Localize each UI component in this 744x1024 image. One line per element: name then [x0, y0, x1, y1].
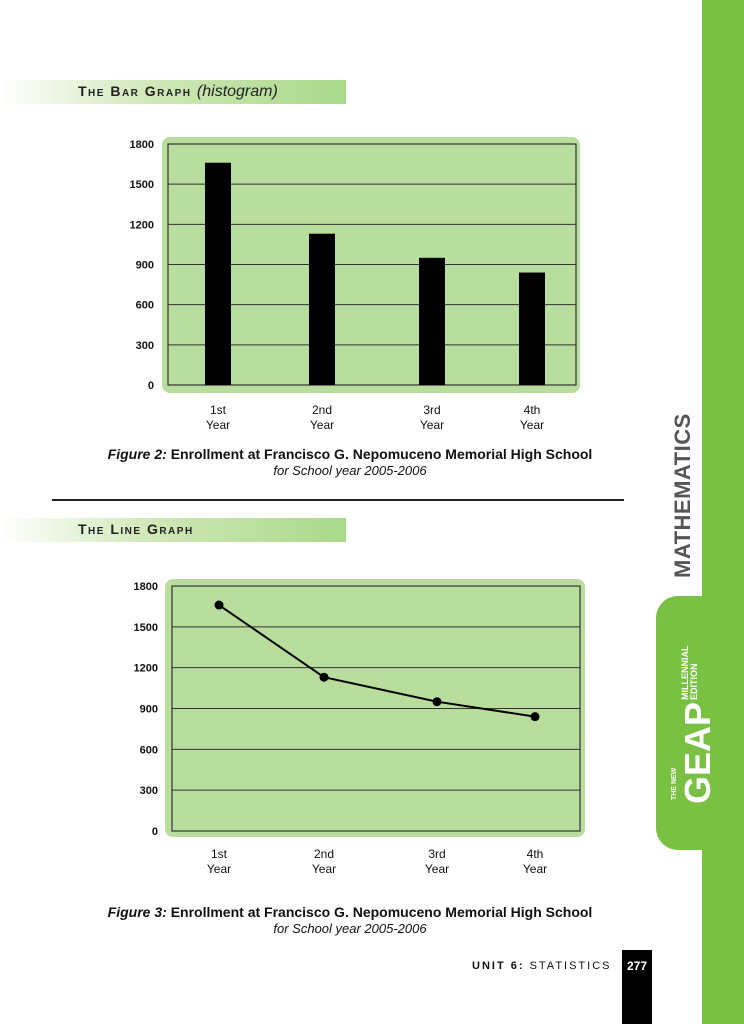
x-tick-label: Year [523, 862, 547, 876]
sidebar-green-strip [702, 0, 744, 1024]
y-tick-label: 600 [140, 744, 158, 756]
x-tick-label: 1st [211, 847, 228, 861]
y-tick-label: 900 [136, 260, 154, 272]
x-tick-label: 3rd [428, 847, 445, 861]
x-tick-label: Year [520, 418, 544, 432]
y-tick-label: 600 [136, 300, 154, 312]
figure-2-caption: Figure 2: Enrollment at Francisco G. Nep… [0, 446, 700, 478]
bar-graph-title-paren: (histogram) [196, 83, 278, 100]
line-graph-section-title: The Line Graph [78, 521, 194, 537]
y-tick-label: 300 [140, 785, 158, 797]
footer-unit-label: UNIT 6: STATISTICS [472, 960, 612, 972]
x-tick-label: Year [310, 418, 334, 432]
figure-3-subtitle: for School year 2005-2006 [273, 921, 427, 936]
x-tick-label: 4th [527, 847, 544, 861]
footer-unit-name: STATISTICS [529, 960, 612, 972]
x-tick-label: Year [425, 862, 449, 876]
x-tick-label: 3rd [423, 403, 440, 417]
x-tick-label: Year [420, 418, 444, 432]
x-tick-label: 1st [210, 403, 227, 417]
y-tick-label: 300 [136, 340, 154, 352]
y-tick-label: 1200 [130, 219, 154, 231]
line-graph-section-header: The Line Graph [0, 518, 346, 542]
figure-2-text: Enrollment at Francisco G. Nepomuceno Me… [170, 446, 593, 462]
figure-3-label: Figure 3: [107, 904, 167, 920]
bar-graph-title-text: The Bar Graph [78, 83, 192, 99]
figure-3-caption: Figure 3: Enrollment at Francisco G. Nep… [0, 904, 700, 936]
x-tick-label: Year [312, 862, 336, 876]
y-tick-label: 1200 [134, 663, 158, 675]
line-chart-panel [165, 579, 585, 837]
y-tick-label: 1800 [130, 139, 154, 151]
page-number-box: 277 [622, 950, 652, 1024]
x-tick-label: Year [206, 418, 230, 432]
x-tick-label: 4th [524, 403, 541, 417]
y-tick-label: 900 [140, 704, 158, 716]
y-tick-label: 1500 [134, 622, 158, 634]
figure-2-subtitle: for School year 2005-2006 [273, 463, 427, 478]
subject-label: MATHEMATICS [670, 413, 695, 578]
x-tick-label: 2nd [312, 403, 332, 417]
figure-2-label: Figure 2: [107, 446, 167, 462]
y-tick-label: 0 [148, 380, 154, 392]
bar-chart-panel [162, 137, 580, 393]
footer-unit-number: UNIT 6: [472, 960, 525, 972]
y-tick-label: 0 [152, 826, 158, 838]
page-number: 277 [626, 959, 648, 973]
bar-graph-section-title: The Bar Graph (histogram) [78, 83, 278, 101]
y-tick-label: 1500 [130, 179, 154, 191]
bar-graph-section-header: The Bar Graph (histogram) [0, 80, 346, 104]
y-tick-label: 1800 [134, 581, 158, 593]
x-tick-label: Year [207, 862, 231, 876]
x-tick-label: 2nd [314, 847, 334, 861]
section-divider [52, 499, 624, 501]
sidebar-brand-tab [656, 596, 716, 850]
figure-3-text: Enrollment at Francisco G. Nepomuceno Me… [170, 904, 593, 920]
